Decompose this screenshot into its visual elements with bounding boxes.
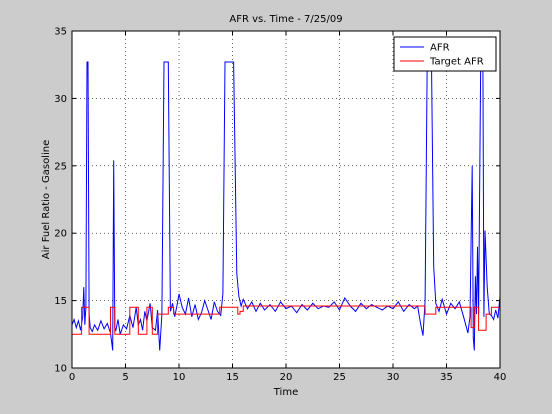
legend-box xyxy=(393,36,497,72)
legend: AFR Target AFR xyxy=(393,36,497,72)
grid xyxy=(72,31,500,368)
legend-label: AFR xyxy=(430,43,450,54)
chart-title: AFR vs. Time - 7/25/09 xyxy=(229,14,342,25)
x-tick-label: 20 xyxy=(280,372,293,383)
x-tick-label: 10 xyxy=(173,372,186,383)
x-tick-label: 35 xyxy=(440,372,453,383)
y-axis-label: Air Fuel Ratio - Gasoline xyxy=(41,140,52,259)
x-tick-label: 5 xyxy=(122,372,128,383)
y-tick-label: 30 xyxy=(54,94,67,105)
x-tick-label: 30 xyxy=(387,372,400,383)
y-tick-label: 10 xyxy=(54,364,67,375)
y-tick-label: 20 xyxy=(54,229,67,240)
x-axis-label: Time xyxy=(273,387,298,398)
y-tick-label: 15 xyxy=(54,296,67,307)
x-tick-label: 0 xyxy=(69,372,75,383)
y-tick-label: 35 xyxy=(54,27,67,38)
x-tick-label: 25 xyxy=(333,372,346,383)
legend-label: Target AFR xyxy=(429,57,484,68)
y-tick-label: 25 xyxy=(54,161,67,172)
x-tick-label: 40 xyxy=(494,372,507,383)
x-tick-label: 15 xyxy=(226,372,239,383)
ticks: 0 5 10 15 20 25 30 35 40 10 15 20 25 30 35 xyxy=(54,27,506,384)
data-lines xyxy=(71,61,501,351)
series-line-target-afr xyxy=(72,305,500,335)
